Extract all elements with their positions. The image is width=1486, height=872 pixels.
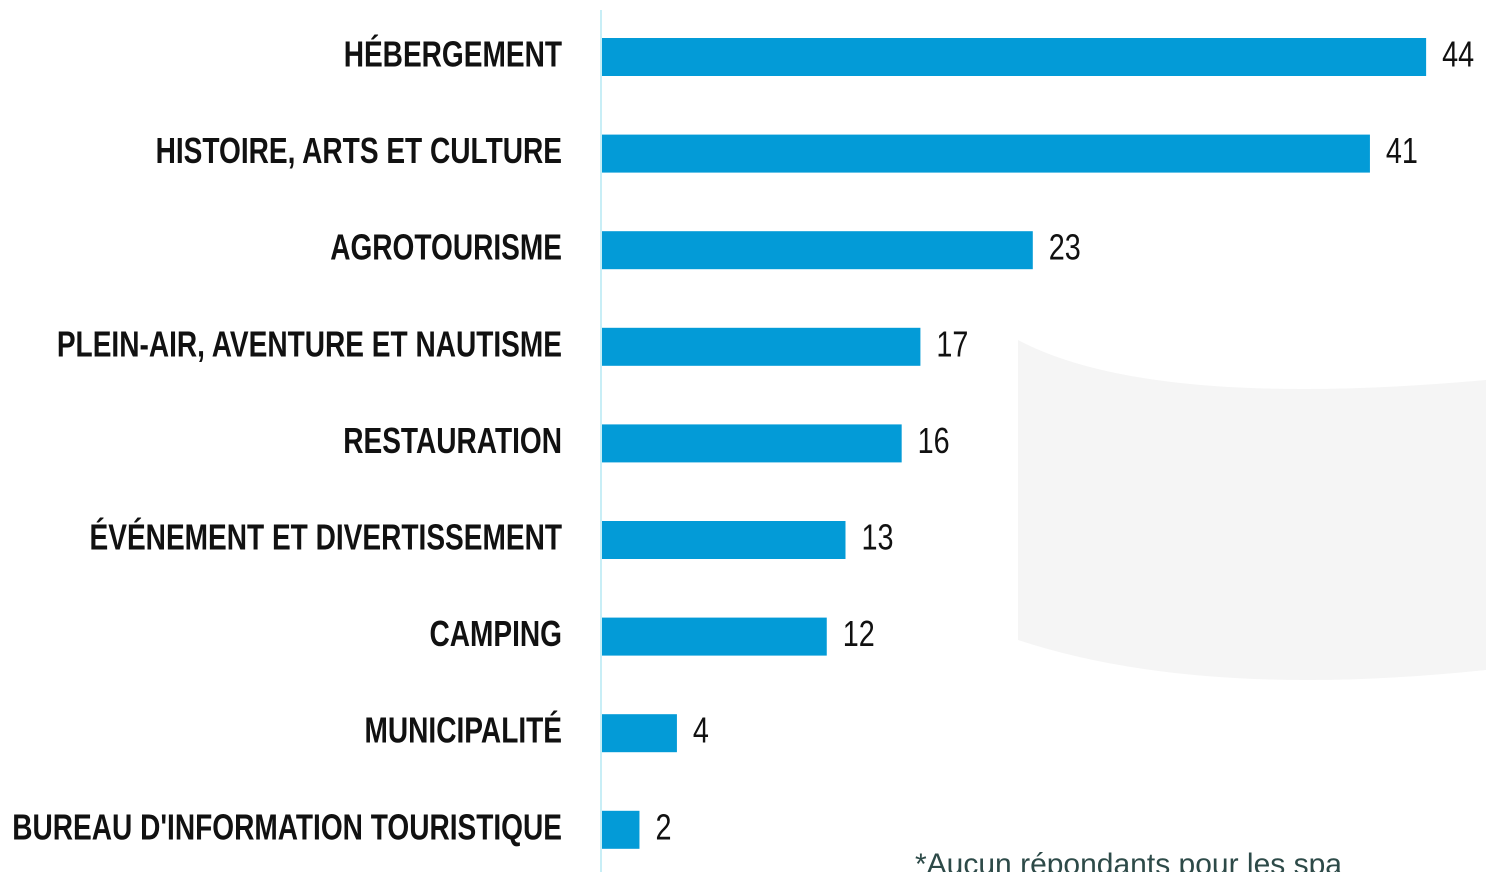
category-label: PLEIN-AIR, AVENTURE ET NAUTISME	[57, 324, 562, 364]
value-label: 17	[936, 323, 968, 364]
category-label: HISTOIRE, ARTS ET CULTURE	[156, 131, 562, 171]
category-label: ÉVÉNEMENT ET DIVERTISSEMENT	[90, 517, 563, 557]
category-label: CAMPING	[429, 614, 562, 654]
value-label: 13	[861, 516, 893, 557]
category-label: HÉBERGEMENT	[344, 34, 563, 74]
value-label: 16	[918, 420, 950, 461]
background-shape	[1018, 340, 1486, 680]
bar	[602, 327, 921, 366]
footnote: *Aucun répondants pour les spa	[915, 848, 1342, 872]
value-label: 41	[1386, 130, 1418, 171]
value-label: 2	[655, 806, 671, 847]
category-label: BUREAU D'INFORMATION TOURISTIQUE	[12, 807, 562, 847]
bar	[602, 424, 902, 463]
category-label: AGROTOURISME	[330, 227, 562, 267]
category-label: RESTAURATION	[343, 421, 562, 461]
bar	[602, 134, 1370, 173]
bar	[602, 231, 1033, 270]
bar	[602, 714, 677, 753]
bar	[602, 810, 640, 849]
category-label: MUNICIPALITÉ	[365, 710, 562, 750]
bar	[602, 38, 1427, 76]
bar	[602, 617, 827, 656]
value-label: 44	[1442, 33, 1474, 74]
bar	[602, 521, 846, 559]
value-label: 12	[843, 613, 875, 654]
value-label: 23	[1049, 227, 1081, 268]
value-label: 4	[693, 710, 709, 751]
